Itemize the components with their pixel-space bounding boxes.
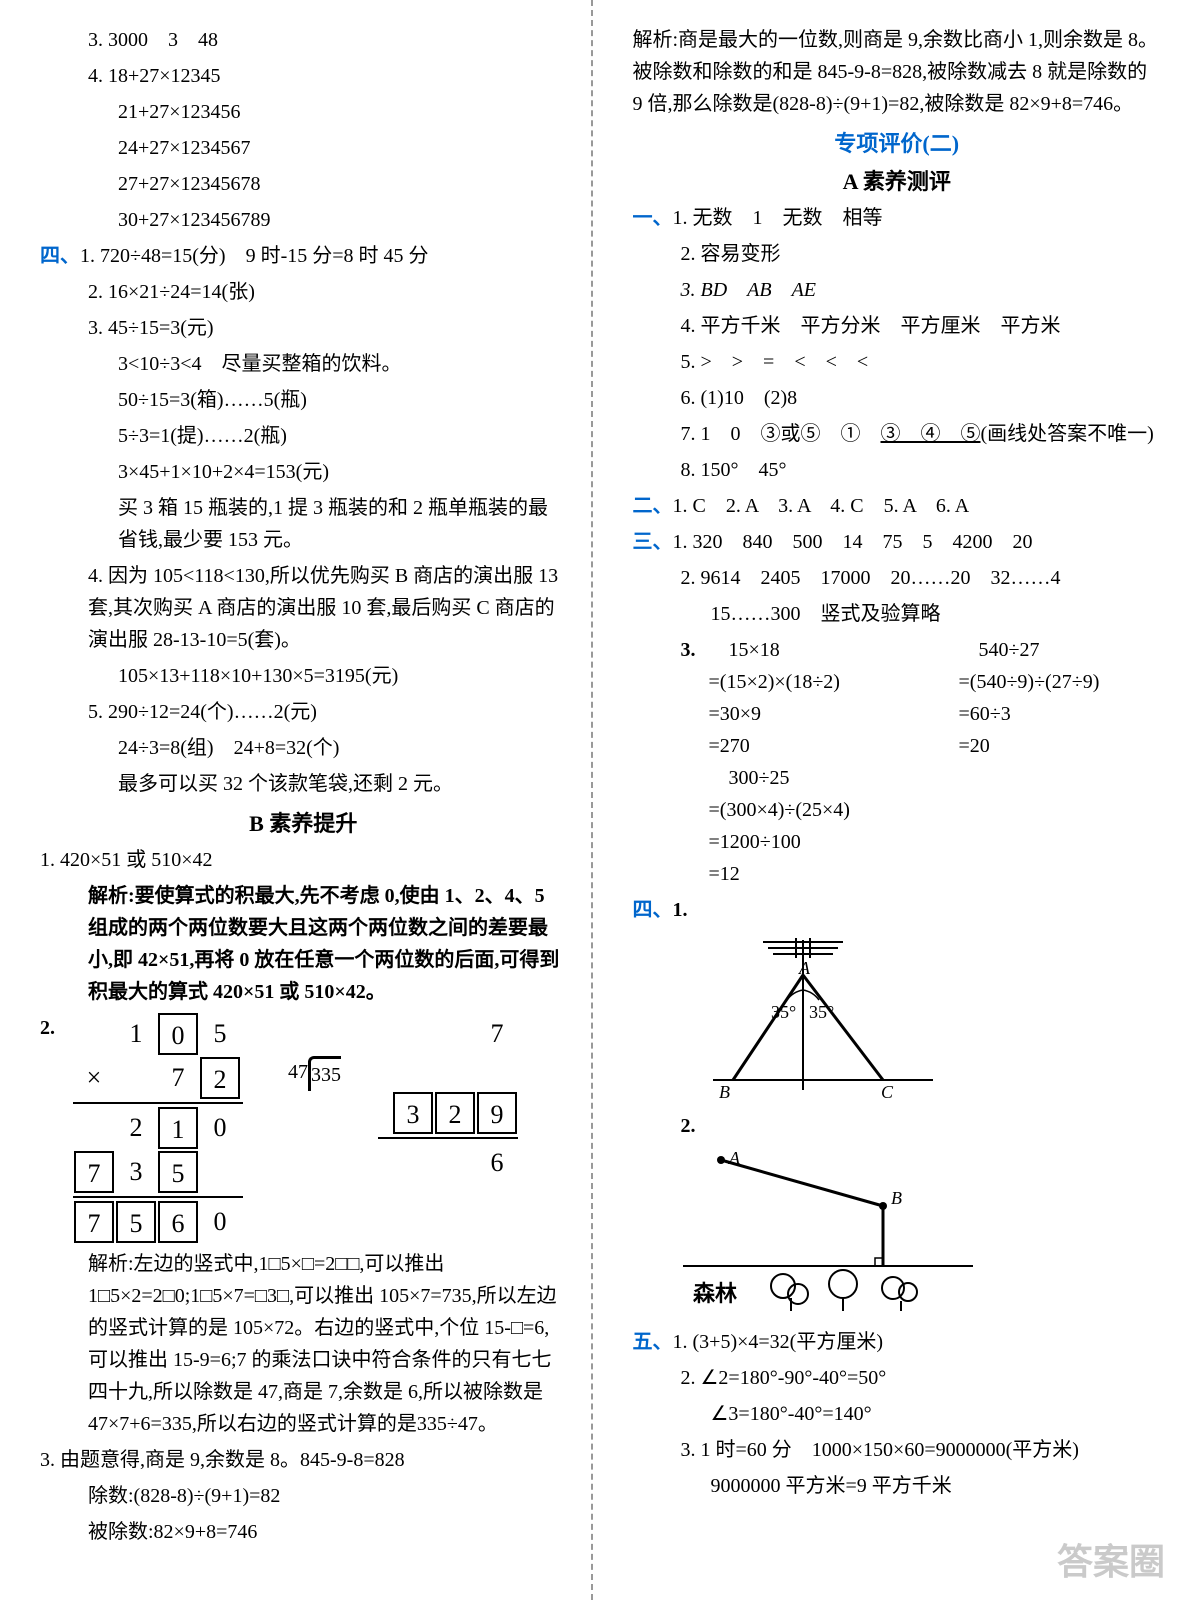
line: 21+27×123456: [40, 96, 567, 128]
q3-label: 3.: [681, 634, 709, 890]
line: 3. 1 时=60 分 1000×150×60=9000000(平方米): [633, 1434, 1162, 1466]
section-label: 四、: [40, 240, 80, 272]
line: 2. 容易变形: [633, 238, 1162, 270]
svg-text:A: A: [798, 958, 811, 978]
right-column: 解析:商是最大的一位数,则商是 9,余数比商小 1,则余数是 8。被除数和除数的…: [593, 0, 1185, 1600]
calc-col-2: 540÷27 =(540÷9)÷(27÷9) =60÷3 =20: [959, 634, 1100, 890]
line: 7. 1 0 ③或⑤ ① ③ ④ ⑤(画线处答案不唯一): [633, 418, 1162, 450]
line: 4. 因为 105<118<130,所以优先购买 B 商店的演出服 13 套,其…: [40, 560, 567, 656]
svg-text:35°: 35°: [809, 1002, 834, 1022]
analysis: 解析:左边的竖式中,1□5×□=2□□,可以推出1□5×2=2□0;1□5×7=…: [40, 1248, 567, 1440]
line: 1. 无数 1 无数 相等: [673, 207, 883, 229]
line: 2. 9614 2405 17000 20……20 32……4: [633, 562, 1162, 594]
sec-2: 二、1. C 2. A 3. A 4. C 5. A 6. A: [633, 490, 1162, 522]
sec-1: 一、1. 无数 1 无数 相等: [633, 202, 1162, 234]
left-column: 3. 3000 3 48 4. 18+27×12345 21+27×123456…: [0, 0, 593, 1600]
line: 被除数:82×9+8=746: [40, 1516, 567, 1548]
line: 24+27×1234567: [40, 132, 567, 164]
title-b: B 素养提升: [40, 806, 567, 838]
q2-label: 2.: [40, 1012, 68, 1044]
line: 3. 45÷15=3(元): [40, 312, 567, 344]
title-2: 专项评价(二): [633, 126, 1162, 158]
line: 50÷15=3(箱)……5(瓶): [40, 384, 567, 416]
line: 105×13+118×10+130×5=3195(元): [40, 660, 567, 692]
line: 3. 3000 3 48: [40, 24, 567, 56]
line: 3. 由题意得,商是 9,余数是 8。845-9-8=828: [40, 1444, 567, 1476]
mult-vertical: 1 0 5 × 7 2 2 1 0 7 3 5: [73, 1012, 243, 1244]
section-label: 二、: [633, 490, 673, 522]
sec-3: 三、1. 320 840 500 14 75 5 4200 20: [633, 526, 1162, 558]
q4-2: 2.: [633, 1110, 1162, 1142]
line: 1. 320 840 500 14 75 5 4200 20: [673, 531, 1033, 553]
line: 24÷3=8(组) 24+8=32(个): [40, 732, 567, 764]
svg-text:森林: 森林: [693, 1281, 737, 1306]
svg-text:B: B: [719, 1082, 730, 1100]
line: 2. ∠2=180°-90°-40°=50°: [633, 1362, 1162, 1394]
q2: 2. 1 0 5 × 7 2 2 1 0 7 3: [40, 1012, 567, 1244]
longdiv-vertical: 7 4 7 3 3 5 3 2 9 6: [288, 1012, 518, 1185]
calc-col-1: 15×18 =(15×2)×(18÷2) =30×9 =270 300÷25 =…: [709, 634, 959, 890]
line: 买 3 箱 15 瓶装的,1 提 3 瓶装的和 2 瓶单瓶装的最省钱,最少要 1…: [40, 492, 567, 556]
line: ∠3=180°-40°=140°: [633, 1398, 1162, 1430]
title-a: A 素养测评: [633, 164, 1162, 196]
line: 1. C 2. A 3. A 4. C 5. A 6. A: [673, 495, 970, 517]
forest-diagram: A B 森林: [673, 1146, 993, 1316]
watermark: 答案圈: [1057, 1533, 1165, 1585]
line: 9000000 平方米=9 平方千米: [633, 1470, 1162, 1502]
svg-text:35°: 35°: [771, 1002, 796, 1022]
svg-text:B: B: [891, 1188, 902, 1208]
line: 1. 720÷48=15(分) 9 时-15 分=8 时 45 分: [80, 245, 429, 267]
svg-text:C: C: [881, 1082, 894, 1100]
line: 5÷3=1(提)……2(瓶): [40, 420, 567, 452]
line: 3<10÷3<4 尽量买整箱的饮料。: [40, 348, 567, 380]
line: 5. > > = < < <: [633, 346, 1162, 378]
sec-4: 四、1.: [633, 894, 1162, 926]
line: 4. 平方千米 平方分米 平方厘米 平方米: [633, 310, 1162, 342]
analysis: 解析:商是最大的一位数,则商是 9,余数比商小 1,则余数是 8。被除数和除数的…: [633, 24, 1162, 120]
line: 除数:(828-8)÷(9+1)=82: [40, 1480, 567, 1512]
section-label: 五、: [633, 1326, 673, 1358]
calc3-block: 3. 15×18 =(15×2)×(18÷2) =30×9 =270 300÷2…: [633, 634, 1162, 890]
line: 3. BD AB AE: [633, 274, 1162, 306]
line: 8. 150° 45°: [633, 454, 1162, 486]
section-label: 一、: [633, 202, 673, 234]
section-label: 三、: [633, 526, 673, 558]
line: 1. 420×51 或 510×42: [40, 844, 567, 876]
line: 最多可以买 32 个该款笔袋,还剩 2 元。: [40, 768, 567, 800]
line: 4. 18+27×12345: [40, 60, 567, 92]
line: 15……300 竖式及验算略: [633, 598, 1162, 630]
line: 5. 290÷12=24(个)……2(元): [40, 696, 567, 728]
triangle-diagram: 35° 35° A B C: [683, 930, 963, 1100]
line: 27+27×12345678: [40, 168, 567, 200]
section-label: 四、: [633, 894, 673, 926]
sec-5: 五、1. (3+5)×4=32(平方厘米): [633, 1326, 1162, 1358]
line: 3×45+1×10+2×4=153(元): [40, 456, 567, 488]
analysis: 解析:要使算式的积最大,先不考虑 0,使由 1、2、4、5 组成的两个两位数要大…: [40, 880, 567, 1008]
line: 1. (3+5)×4=32(平方厘米): [673, 1331, 883, 1353]
line: 30+27×123456789: [40, 204, 567, 236]
line: 2. 16×21÷24=14(张): [40, 276, 567, 308]
section-4: 四、1. 720÷48=15(分) 9 时-15 分=8 时 45 分: [40, 240, 567, 272]
line: 6. (1)10 (2)8: [633, 382, 1162, 414]
